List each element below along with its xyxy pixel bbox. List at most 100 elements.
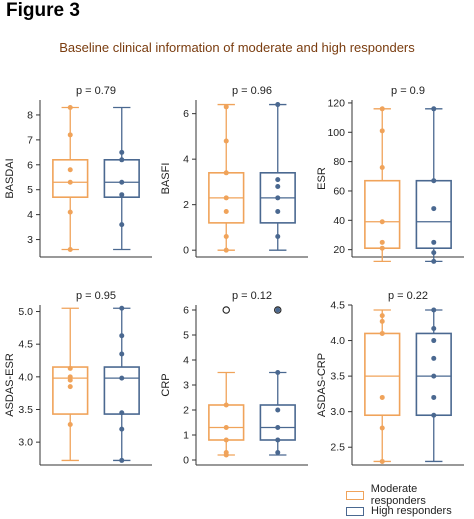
outlier-moderate: [222, 306, 230, 314]
data-point-high: [275, 234, 281, 240]
y-tick-label: 3.0: [18, 437, 33, 449]
data-point-high: [119, 426, 125, 432]
data-point-high: [275, 425, 281, 430]
y-tick-label: 4: [183, 154, 189, 166]
y-tick-label: 0: [183, 245, 189, 257]
data-point-high: [431, 394, 437, 400]
data-point-moderate: [67, 365, 73, 371]
box-moderate: [52, 159, 89, 198]
y-axis-label: CRP: [160, 373, 172, 396]
y-axis-label: ASDAS-CRP: [316, 353, 328, 417]
data-point-moderate: [379, 239, 385, 245]
data-point-high: [119, 351, 125, 357]
p-value-label: p = 0.96: [232, 85, 272, 97]
data-point-high: [119, 333, 125, 339]
data-point-moderate: [223, 104, 229, 110]
data-point-moderate: [379, 219, 385, 225]
y-tick-label: 3.5: [330, 371, 345, 383]
y-tick-label: 6: [27, 159, 33, 171]
y-tick-label: 80: [333, 156, 345, 168]
y-tick-label: 4.0: [330, 335, 345, 347]
data-point-high: [275, 183, 281, 189]
legend-swatch-high: [346, 506, 364, 516]
legend: Moderate responders High responders: [346, 483, 474, 519]
y-tick-label: 4.5: [330, 300, 345, 312]
data-point-moderate: [67, 422, 73, 428]
panel-basfi: 0 2 4 6 BASFI p = 0.96: [160, 85, 308, 258]
data-point-moderate: [223, 247, 229, 253]
data-point-moderate: [67, 384, 73, 390]
p-value-label: p = 0.79: [76, 85, 116, 97]
legend-swatch-moderate: [346, 490, 364, 500]
data-point-high: [431, 307, 437, 313]
box-moderate: [364, 179, 401, 249]
data-point-high: [431, 239, 437, 245]
y-tick-label: 4: [183, 355, 189, 367]
y-axis-label: BASFI: [160, 163, 172, 195]
data-point-moderate: [223, 402, 229, 408]
y-tick-label: 6: [183, 108, 189, 120]
box-moderate: [208, 404, 245, 441]
data-point-high: [275, 370, 281, 375]
data-point-moderate: [379, 458, 385, 464]
data-point-high: [119, 375, 125, 381]
data-point-moderate: [379, 425, 385, 431]
y-tick-label: 2: [183, 199, 189, 211]
data-point-high: [275, 407, 281, 413]
data-point-high: [431, 106, 437, 112]
figure-label: Figure 3: [6, 0, 80, 21]
data-point-high: [431, 355, 437, 361]
y-tick-label: 3: [27, 234, 33, 246]
data-point-high: [119, 305, 125, 311]
data-point-moderate: [67, 374, 73, 380]
y-tick-label: 20: [333, 244, 345, 256]
data-point-moderate: [223, 208, 229, 214]
y-tick-label: 1: [183, 430, 189, 442]
y-tick-label: 60: [333, 185, 345, 197]
y-tick-label: 2: [183, 405, 189, 417]
data-point-high: [275, 450, 281, 455]
data-point-moderate: [379, 128, 385, 134]
data-point-moderate: [67, 247, 73, 253]
panel-asdas-crp: 2.5 3.0 3.5 4.0 4.5 ASDAS-CRP p = 0.22: [316, 290, 464, 466]
p-value-label: p = 0.22: [388, 290, 428, 302]
p-value-label: p = 0.9: [391, 85, 425, 97]
data-point-high: [275, 208, 281, 214]
y-tick-label: 6: [183, 305, 189, 317]
data-point-moderate: [379, 318, 385, 324]
p-value-label: p = 0.12: [232, 290, 272, 302]
y-tick-label: 40: [333, 215, 345, 227]
y-tick-label: 4.0: [18, 371, 33, 383]
y-tick-label: 4.5: [18, 339, 33, 351]
data-point-high: [275, 437, 281, 443]
box-moderate: [364, 332, 401, 417]
data-point-high: [431, 206, 437, 212]
y-tick-label: 120: [327, 97, 345, 109]
y-tick-label: 5.0: [18, 306, 33, 318]
data-point-high: [275, 102, 281, 108]
data-point-high: [119, 149, 125, 155]
y-tick-label: 3: [183, 380, 189, 392]
box-high: [415, 179, 452, 249]
data-point-moderate: [67, 104, 73, 110]
y-tick-label: 7: [27, 134, 33, 146]
data-point-high: [431, 373, 437, 379]
figure-title: Baseline clinical information of moderat…: [59, 40, 415, 55]
data-point-moderate: [67, 132, 73, 138]
data-point-high: [431, 258, 437, 264]
data-point-high: [431, 338, 437, 344]
y-tick-label: 3.5: [18, 404, 33, 416]
data-point-high: [119, 457, 125, 463]
data-point-moderate: [223, 234, 229, 240]
data-point-moderate: [223, 437, 229, 443]
box-high: [103, 366, 140, 415]
y-tick-label: 5: [27, 184, 33, 196]
panel-crp: 0 1 2 3 4 5 6 CRP p = 0.12: [160, 290, 308, 467]
panel-asdas-esr: 3.0 3.5 4.0 4.5 5.0 ASDAS-ESR p = 0.95: [4, 290, 152, 466]
data-point-high: [119, 157, 125, 163]
data-point-moderate: [379, 106, 385, 112]
y-tick-label: 0: [183, 455, 189, 467]
data-point-moderate: [223, 425, 229, 430]
y-tick-label: 100: [327, 127, 345, 139]
